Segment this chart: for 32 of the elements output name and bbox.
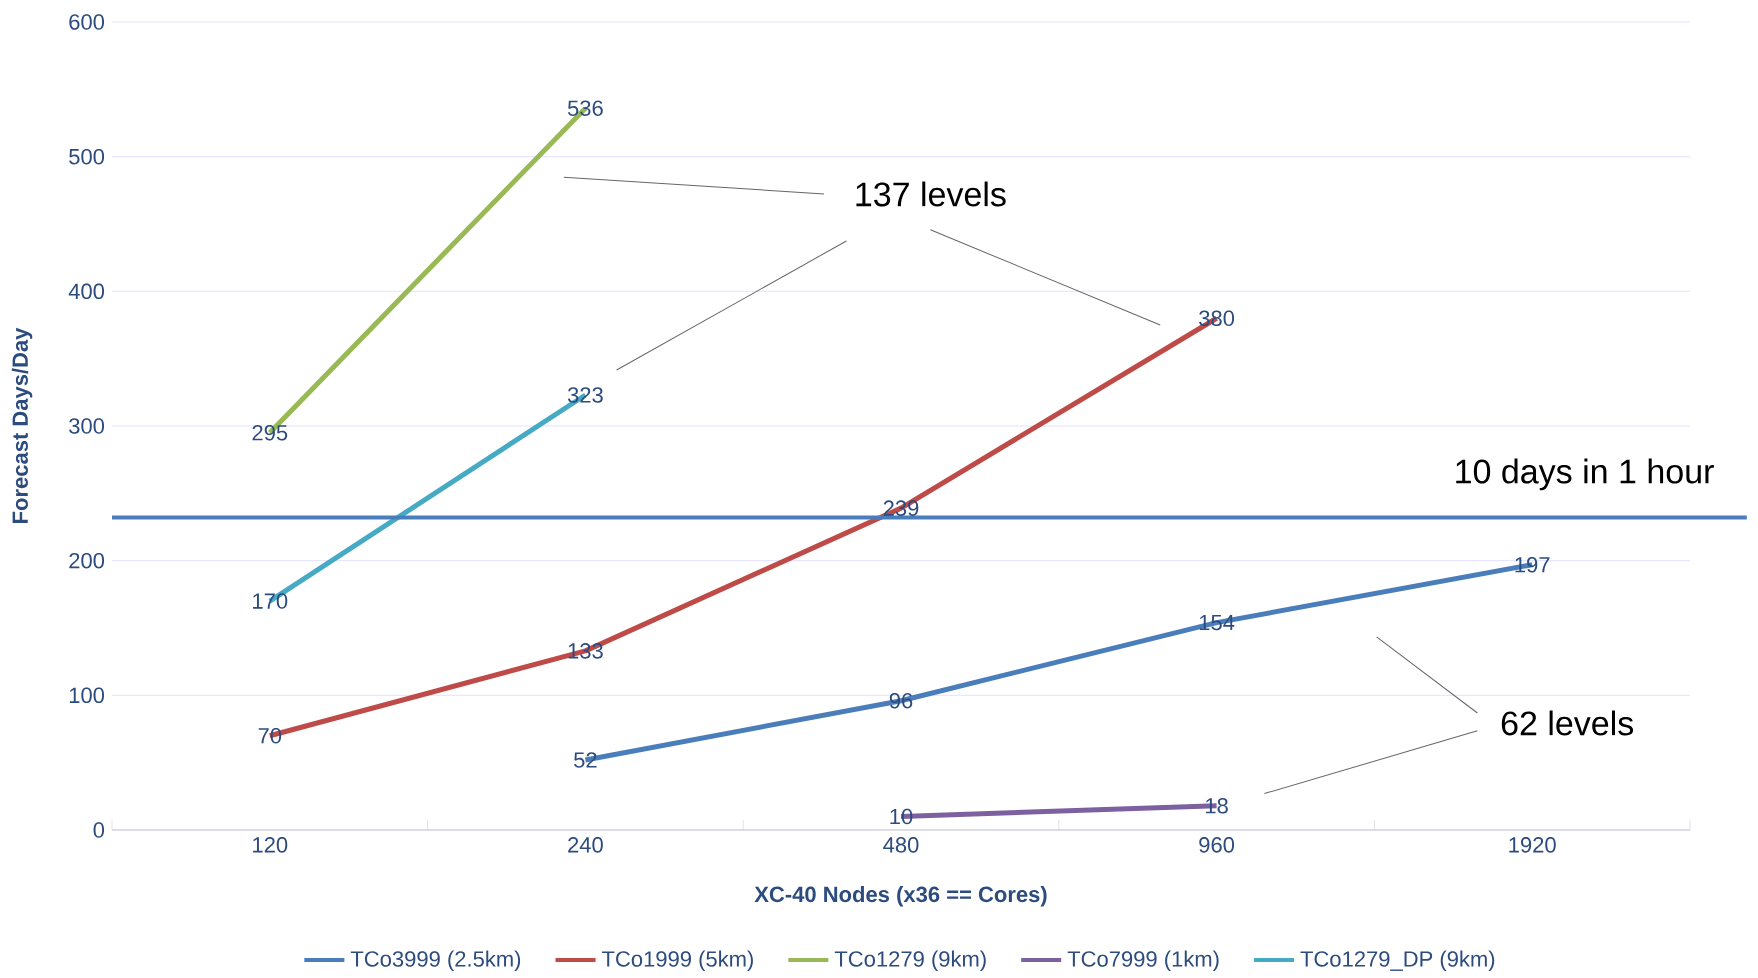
data-label: 197: [1515, 556, 1550, 573]
legend-label: TCo1279 (9km): [834, 950, 986, 972]
x-axis-title: XC-40 Nodes (x36 == Cores): [754, 885, 1047, 907]
data-label: 380: [1199, 310, 1235, 327]
data-label: 323: [567, 387, 603, 403]
x-tick-label: 960: [1199, 837, 1235, 853]
annotation: 137 levels: [856, 181, 1006, 207]
data-label: 18: [1206, 797, 1228, 814]
legend-label: TCo1279_DP (9km): [1300, 950, 1495, 972]
annotation: 62 levels: [1501, 710, 1634, 736]
data-label: 295: [252, 424, 288, 441]
y-tick-label: 400: [68, 283, 105, 300]
x-tick-label: 1920: [1509, 837, 1556, 853]
legend-label: TCo3999 (2.5km): [350, 950, 521, 972]
y-tick-label: 200: [69, 552, 105, 569]
data-label: 10: [890, 808, 913, 825]
x-tick-label: 120: [253, 837, 288, 853]
x-tick-label: 240: [568, 837, 603, 853]
data-label: 52: [574, 752, 597, 768]
y-tick-label: 500: [69, 148, 105, 165]
data-label: 70: [258, 727, 282, 744]
legend-label: TCo7999 (1km): [1067, 950, 1219, 972]
x-tick-label: 480: [883, 837, 919, 853]
legend-label: TCo1999 (5km): [602, 950, 753, 972]
data-label: 536: [567, 100, 603, 116]
data-label: 170: [253, 593, 288, 609]
ref-line-label: 10 days in 1 hour: [1456, 458, 1714, 491]
y-tick-label: 0: [93, 822, 105, 838]
y-tick-label: 600: [69, 14, 105, 30]
y-tick-label: 100: [69, 687, 105, 704]
y-axis-title: Forecast Days/Day: [11, 327, 33, 523]
y-tick-label: 300: [69, 418, 105, 434]
